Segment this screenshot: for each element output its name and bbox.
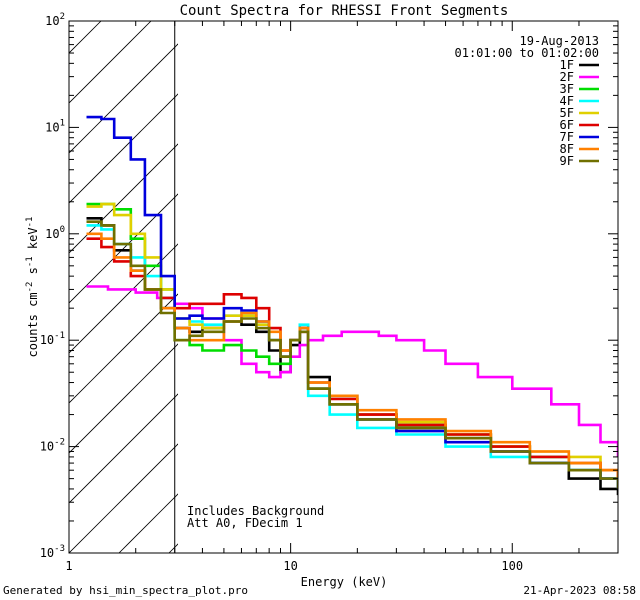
series-layer (86, 115, 618, 496)
y-tick-label: 10-2 (40, 438, 65, 454)
series-3F (86, 202, 618, 489)
hatch-line (0, 0, 119, 553)
y-axis-label: counts cm-2 s-1 keV-1 (25, 217, 40, 358)
x-tick-label: 10 (283, 559, 297, 573)
plot-frame (68, 20, 619, 554)
hatch-line (69, 343, 178, 454)
legend-label-7F: 7F (560, 130, 574, 144)
series-5F (86, 202, 618, 479)
hatch-line (69, 293, 178, 404)
annotation-attenuator: Att A0, FDecim 1 (187, 516, 303, 530)
series-6F (86, 237, 618, 479)
hatch-line (69, 43, 178, 154)
legend-label-3F: 3F (560, 82, 574, 96)
y-axis: 10-3 10-2 10-1 100 101 102 (40, 12, 618, 560)
legend-label-5F: 5F (560, 106, 574, 120)
y-tick-label: 100 (45, 225, 65, 241)
series-2F (86, 285, 618, 457)
y-tick-label: 10-1 (40, 331, 65, 347)
series-7F (86, 115, 618, 489)
annotation-background: Includes Background (187, 504, 324, 518)
legend-time-range: 01:01:00 to 01:02:00 (455, 46, 600, 60)
y-tick-label: 101 (45, 118, 65, 134)
x-axis: 1 10 100 (65, 21, 619, 573)
hatched-region (0, 0, 178, 553)
footer-generated-by: Generated by hsi_min_spectra_plot.pro (3, 584, 248, 597)
legend-label-6F: 6F (560, 118, 574, 132)
series-1F (86, 217, 618, 496)
series-9F (86, 220, 618, 489)
legend-label-4F: 4F (560, 94, 574, 108)
legend-label-9F: 9F (560, 154, 574, 168)
hatch-line (69, 193, 178, 304)
legend-date: 19-Aug-2013 (520, 34, 599, 48)
x-tick-label: 1 (65, 559, 72, 573)
y-tick-label: 10-3 (40, 544, 65, 560)
series-4F (86, 224, 618, 489)
hatch-line (69, 21, 152, 104)
y-tick-label: 102 (45, 12, 65, 28)
hatch-line (69, 143, 178, 254)
x-axis-label: Energy (keV) (301, 575, 388, 589)
x-tick-label: 100 (501, 559, 523, 573)
hatch-line (69, 393, 178, 504)
chart-title: Count Spectra for RHESSI Front Segments (180, 3, 509, 19)
legend-label-1F: 1F (560, 58, 574, 72)
footer-timestamp: 21-Apr-2023 08:58 (523, 584, 636, 597)
hatch-line (69, 443, 178, 553)
hatch-line (69, 243, 178, 354)
legend-label-8F: 8F (560, 142, 574, 156)
legend-label-2F: 2F (560, 70, 574, 84)
